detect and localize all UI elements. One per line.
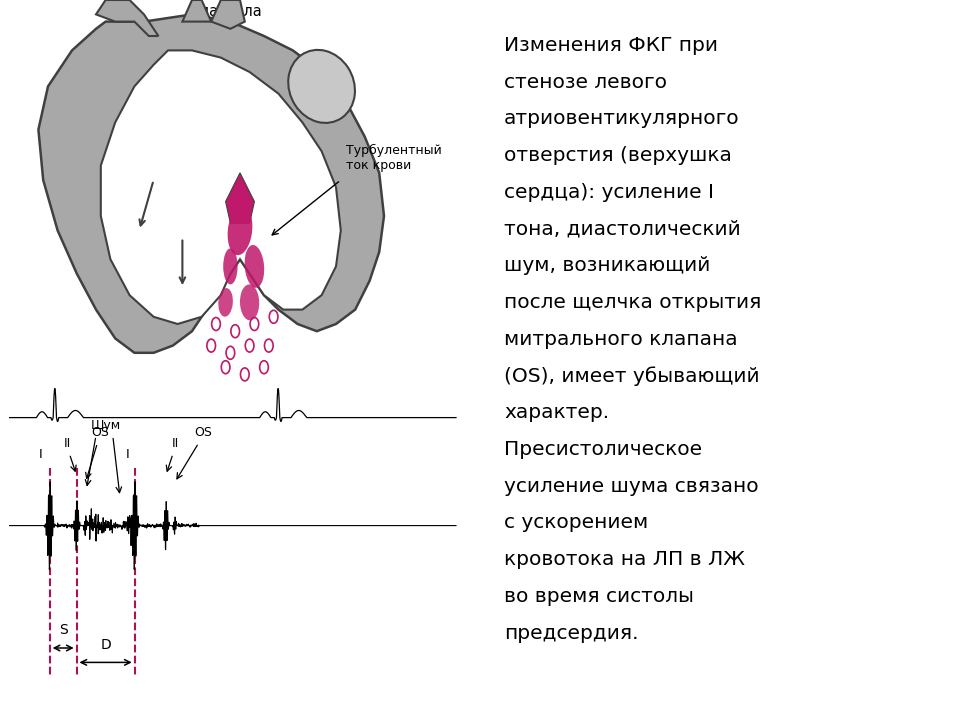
Text: митрального клапана: митрального клапана bbox=[504, 330, 737, 348]
Ellipse shape bbox=[223, 248, 237, 284]
Ellipse shape bbox=[228, 206, 252, 255]
Text: Изменения ФКГ при: Изменения ФКГ при bbox=[504, 36, 718, 55]
Text: после щелчка открытия: после щелчка открытия bbox=[504, 293, 761, 312]
Text: I: I bbox=[126, 448, 130, 461]
Text: во время систолы: во время систолы bbox=[504, 587, 694, 606]
Ellipse shape bbox=[288, 50, 355, 123]
Ellipse shape bbox=[240, 284, 259, 320]
Text: (OS), имеет убывающий: (OS), имеет убывающий bbox=[504, 366, 759, 386]
Text: II: II bbox=[172, 437, 180, 450]
Polygon shape bbox=[101, 50, 341, 324]
Text: характер.: характер. bbox=[504, 403, 610, 422]
Text: усиление шума связано: усиление шума связано bbox=[504, 477, 758, 495]
Text: сердца): усиление I: сердца): усиление I bbox=[504, 183, 714, 202]
Text: S: S bbox=[59, 624, 67, 637]
Text: с ускорением: с ускорением bbox=[504, 513, 648, 532]
Text: OS: OS bbox=[91, 426, 108, 439]
Text: Пресистолическое: Пресистолическое bbox=[504, 440, 702, 459]
Text: шум, возникающий: шум, возникающий bbox=[504, 256, 710, 275]
Polygon shape bbox=[211, 0, 245, 29]
Text: тона, диастолический: тона, диастолический bbox=[504, 220, 741, 238]
Text: II: II bbox=[63, 437, 71, 450]
Text: Шум: Шум bbox=[90, 419, 121, 432]
Text: Диастола: Диастола bbox=[189, 4, 262, 19]
Text: I: I bbox=[38, 448, 42, 461]
Text: кровотока на ЛП в ЛЖ: кровотока на ЛП в ЛЖ bbox=[504, 550, 745, 569]
Ellipse shape bbox=[245, 245, 264, 288]
Text: Турбулентный
ток крови: Турбулентный ток крови bbox=[346, 145, 442, 172]
Polygon shape bbox=[226, 173, 254, 223]
Ellipse shape bbox=[218, 288, 233, 317]
Text: атриовентикулярного: атриовентикулярного bbox=[504, 109, 739, 128]
Text: D: D bbox=[100, 638, 111, 652]
Text: предсердия.: предсердия. bbox=[504, 624, 638, 642]
Polygon shape bbox=[38, 14, 384, 353]
Text: OS: OS bbox=[195, 426, 212, 439]
Polygon shape bbox=[96, 0, 158, 36]
Text: стенозе левого: стенозе левого bbox=[504, 73, 667, 91]
Text: отверстия (верхушка: отверстия (верхушка bbox=[504, 146, 732, 165]
Polygon shape bbox=[182, 0, 211, 22]
